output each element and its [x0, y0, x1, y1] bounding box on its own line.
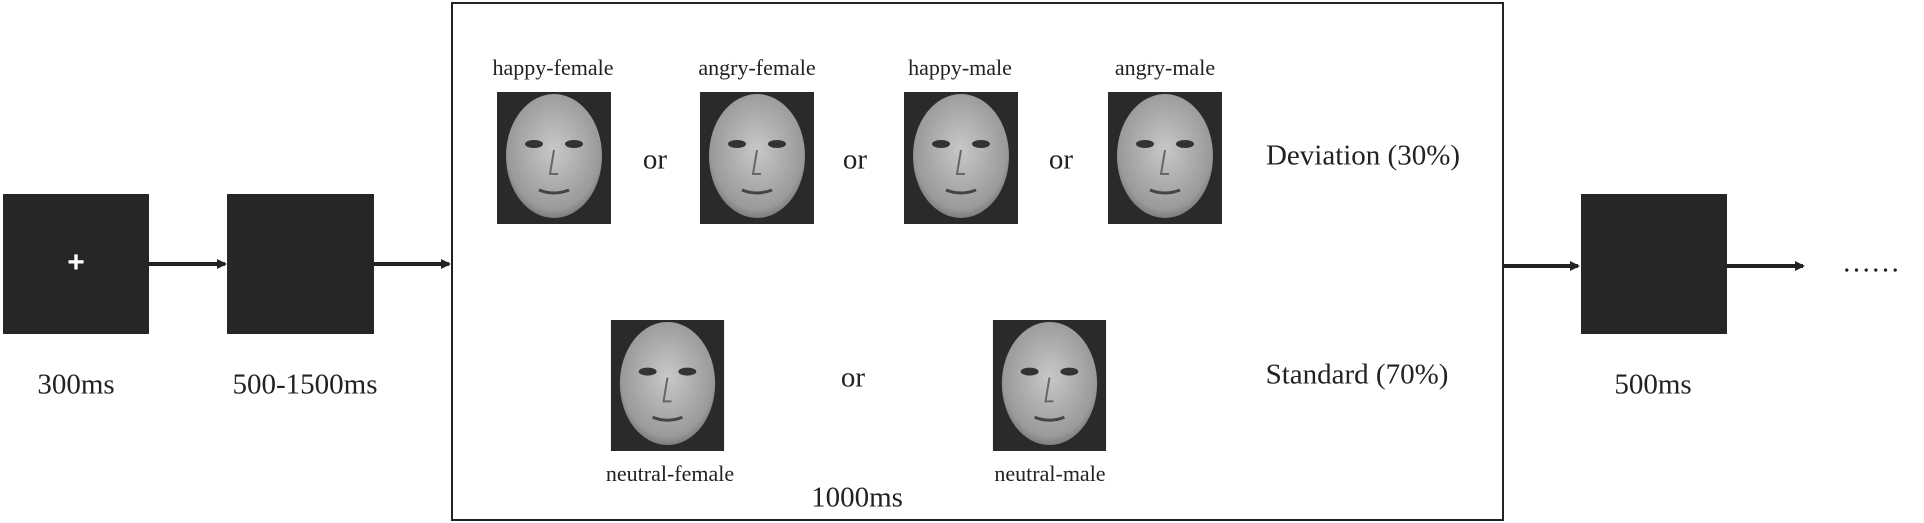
face-image [1108, 92, 1222, 224]
face-label: angry-female [698, 55, 815, 80]
face-label: happy-female [493, 55, 614, 80]
fixation-screen [3, 194, 149, 334]
face-label: neutral-female [606, 461, 734, 486]
face-label: happy-male [908, 55, 1012, 80]
face-image [904, 92, 1018, 224]
or-text: or [841, 362, 866, 394]
duration: 1000ms [811, 482, 903, 514]
fixation-cross: + [67, 246, 85, 279]
stimulus-frame [451, 2, 1504, 521]
condition-label: Deviation (30%) [1266, 140, 1460, 172]
face-label: neutral-male [994, 461, 1105, 486]
face-label: angry-male [1115, 55, 1215, 80]
or-text: or [643, 144, 668, 176]
face-image [610, 320, 725, 451]
face-image [992, 320, 1107, 451]
duration: 500ms [1614, 369, 1691, 401]
duration: 300ms [37, 369, 114, 401]
condition-label: Standard (70%) [1266, 359, 1449, 391]
or-text: or [843, 144, 868, 176]
blank-screen [1581, 194, 1727, 334]
face-image [700, 92, 814, 224]
face-image [497, 92, 611, 224]
or-text: or [1049, 144, 1074, 176]
duration: 500-1500ms [233, 369, 378, 401]
continuation: …… [1842, 247, 1900, 279]
blank-screen [227, 194, 374, 334]
